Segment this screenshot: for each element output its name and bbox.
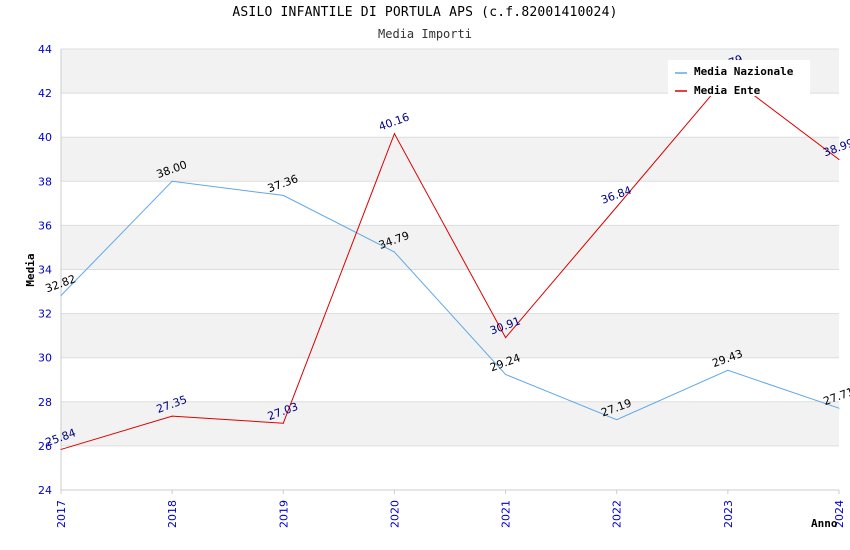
data-point [171, 180, 173, 182]
grid-bands [61, 49, 839, 490]
y-tick-label: 32 [38, 308, 52, 321]
grid-band [61, 137, 839, 182]
data-point [393, 251, 395, 253]
y-tick-label: 28 [38, 396, 52, 409]
grid-band [61, 357, 839, 402]
grid-band [61, 401, 839, 446]
axes [60, 49, 840, 494]
data-point [727, 369, 729, 371]
data-point [282, 194, 284, 196]
chart-subtitle: Media Importi [378, 27, 472, 41]
chart-title: ASILO INFANTILE DI PORTULA APS (c.f.8200… [232, 5, 618, 20]
legend: Media Nazionale Media Ente [668, 60, 810, 97]
data-point [505, 373, 507, 375]
x-tick-label: 2020 [388, 500, 401, 528]
y-tick-label: 44 [38, 43, 52, 56]
data-point [393, 133, 395, 135]
data-point [616, 206, 618, 208]
data-point [838, 407, 840, 409]
data-point [616, 419, 618, 421]
data-point [60, 448, 62, 450]
grid-band [61, 269, 839, 314]
y-tick-label: 24 [38, 484, 52, 497]
y-tick-label: 34 [38, 264, 52, 277]
y-tick-label: 38 [38, 175, 52, 188]
x-tick-label: 2024 [833, 500, 846, 528]
x-tick-label: 2023 [722, 500, 735, 528]
y-tick-labels: 24 26 28 30 32 34 36 38 40 42 44 [38, 43, 52, 497]
legend-label-media-ente: Media Ente [694, 84, 761, 97]
x-tick-labels: 2017 2018 2019 2020 2021 2022 2023 2024 [55, 500, 846, 528]
y-tick-label: 26 [38, 440, 52, 453]
data-point [60, 295, 62, 297]
x-tick-label: 2022 [611, 500, 624, 528]
grid-band [61, 181, 839, 226]
x-tick-label: 2019 [277, 500, 290, 528]
series-line [60, 180, 840, 421]
y-axis-title: Media [24, 253, 37, 286]
grid-band [61, 93, 839, 138]
grid-band [61, 225, 839, 270]
series-line [60, 74, 840, 450]
y-tick-label: 30 [38, 352, 52, 365]
data-point [171, 415, 173, 417]
x-tick-label: 2017 [55, 500, 68, 528]
legend-label-media-nazionale: Media Nazionale [694, 65, 794, 78]
x-tick-label: 2018 [166, 500, 179, 528]
legend-box [668, 60, 810, 96]
data-point [505, 337, 507, 339]
grid-band [61, 313, 839, 358]
data-point [838, 158, 840, 160]
x-axis-title: Anno [811, 517, 838, 530]
y-tick-label: 42 [38, 87, 52, 100]
y-tick-label: 36 [38, 219, 52, 232]
x-tick-label: 2021 [500, 500, 513, 528]
grid-band [61, 445, 839, 490]
data-point [282, 422, 284, 424]
y-tick-label: 40 [38, 131, 52, 144]
